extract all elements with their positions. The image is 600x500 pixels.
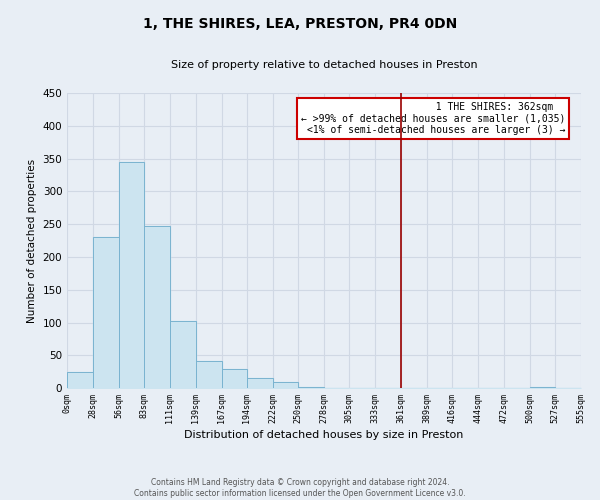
Title: Size of property relative to detached houses in Preston: Size of property relative to detached ho…: [170, 60, 477, 70]
X-axis label: Distribution of detached houses by size in Preston: Distribution of detached houses by size …: [184, 430, 464, 440]
Y-axis label: Number of detached properties: Number of detached properties: [27, 158, 37, 322]
Text: Contains HM Land Registry data © Crown copyright and database right 2024.
Contai: Contains HM Land Registry data © Crown c…: [134, 478, 466, 498]
Text: 1 THE SHIRES: 362sqm  
← >99% of detached houses are smaller (1,035)
<1% of semi: 1 THE SHIRES: 362sqm ← >99% of detached …: [301, 102, 565, 135]
Text: 1, THE SHIRES, LEA, PRESTON, PR4 0DN: 1, THE SHIRES, LEA, PRESTON, PR4 0DN: [143, 18, 457, 32]
